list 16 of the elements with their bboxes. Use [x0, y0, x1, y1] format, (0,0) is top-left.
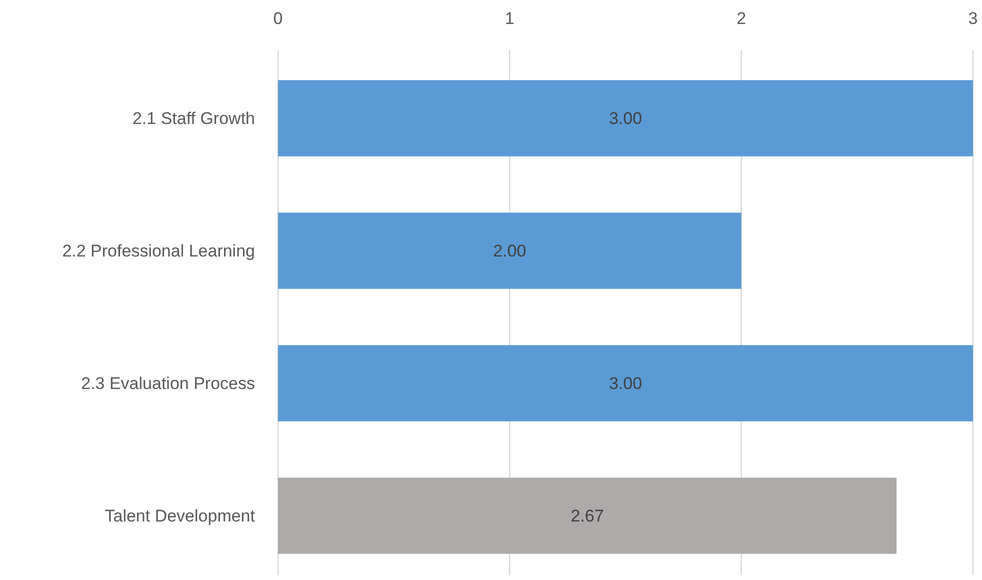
x-tick-label: 2: [736, 9, 746, 28]
data-label: 2.00: [493, 242, 526, 261]
y-tick-label: Talent Development: [104, 506, 256, 526]
y-tick-label: 2.2 Professional Learning: [62, 242, 255, 261]
bar: [278, 345, 973, 422]
bar: [278, 478, 897, 554]
bar: [278, 80, 973, 156]
y-tick-label: 2.3 Evaluation Process: [81, 374, 255, 394]
data-label: 3.00: [608, 109, 642, 128]
x-tick-label: 3: [968, 9, 978, 28]
data-label: 3.00: [608, 374, 642, 394]
bar: [278, 212, 742, 289]
y-tick-label: 2.1 Staff Growth: [132, 109, 255, 128]
x-tick-label: 1: [504, 9, 514, 28]
data-label: 2.67: [570, 506, 604, 526]
x-tick-label: 0: [273, 9, 283, 28]
